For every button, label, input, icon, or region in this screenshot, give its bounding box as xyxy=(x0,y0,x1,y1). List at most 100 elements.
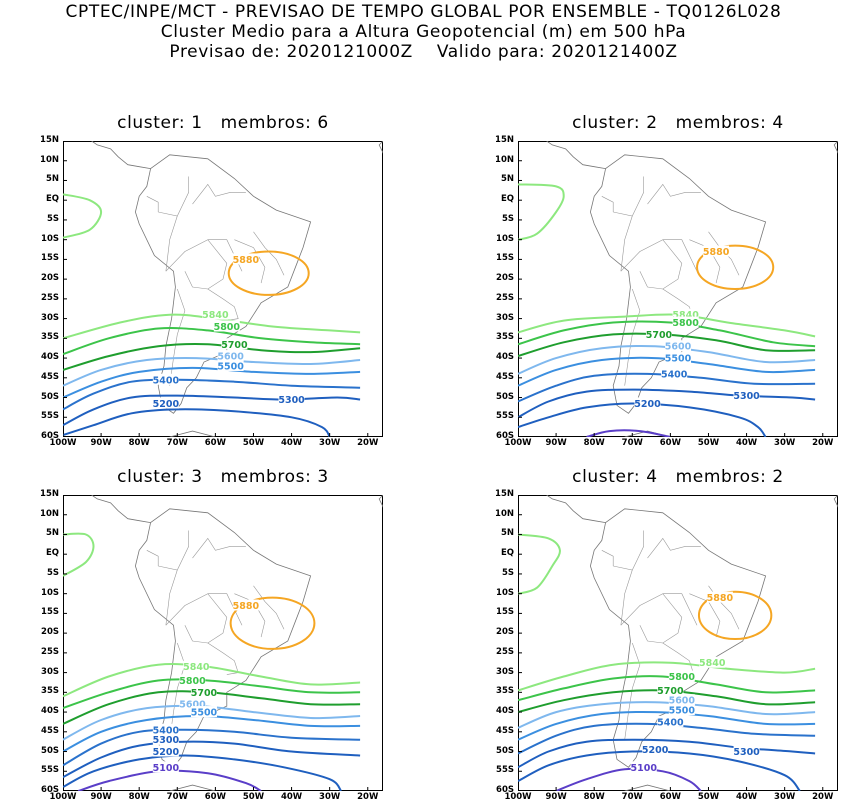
country-border xyxy=(624,642,641,740)
lat-tick-label: 30S xyxy=(496,666,514,677)
lon-tick-label: 70W xyxy=(166,792,188,802)
contour-line xyxy=(63,740,361,779)
contour-label: 5700 xyxy=(191,688,218,699)
lon-tick-label: 90W xyxy=(90,438,112,448)
contour-label: 5500 xyxy=(191,708,218,719)
country-border xyxy=(662,593,698,626)
contour-label: 5840 xyxy=(183,662,210,673)
contour-label-bg xyxy=(668,704,695,716)
lat-tick-label: 5S xyxy=(46,567,59,578)
lat-tick-label: 10N xyxy=(495,154,514,165)
country-border xyxy=(207,593,243,626)
lat-tick-label: 20S xyxy=(496,627,514,638)
contour-line xyxy=(63,394,361,427)
contour-label: 5880 xyxy=(233,255,260,266)
lon-tick-label: 30W xyxy=(319,792,341,802)
country-border xyxy=(146,550,159,566)
coastline-africa xyxy=(378,141,383,154)
lat-tick-label: 15N xyxy=(495,489,514,499)
contour-label-bg xyxy=(232,253,259,265)
lat-tick-label: 5N xyxy=(45,528,59,539)
contour-label: 5400 xyxy=(657,717,684,728)
lat-tick-label: 15N xyxy=(495,135,514,145)
contour-label: 5400 xyxy=(153,375,180,386)
contour-label: 5800 xyxy=(214,322,241,333)
lon-tick-label: 80W xyxy=(128,792,150,802)
contour-label-bg xyxy=(179,674,206,686)
country-border xyxy=(192,537,246,559)
lon-tick-label: 40W xyxy=(280,438,303,448)
lon-tick-label: 20W xyxy=(812,792,834,802)
panel-title: cluster: 1 membros: 6 xyxy=(117,113,329,133)
panel-title: cluster: 2 membros: 4 xyxy=(572,113,784,133)
lon-tick-label: 50W xyxy=(242,438,265,448)
contour-5880 xyxy=(697,590,773,641)
lat-tick-label: 55S xyxy=(41,411,59,422)
contour-label-bg xyxy=(665,352,691,364)
lat-tick-label: 40S xyxy=(41,352,59,363)
country-border xyxy=(165,569,178,626)
country-border xyxy=(158,530,189,571)
coastline-south-america xyxy=(589,154,767,414)
contour-label: 5800 xyxy=(179,676,206,687)
panel-title: cluster: 4 membros: 2 xyxy=(572,467,784,487)
lat-tick-label: 50S xyxy=(496,745,514,756)
country-border xyxy=(613,530,644,571)
lat-tick-label: 5N xyxy=(500,528,514,539)
contour-label-bg xyxy=(657,684,684,696)
country-border xyxy=(620,593,683,644)
country-border xyxy=(601,196,614,212)
lon-tick-label: 30W xyxy=(319,438,341,448)
lat-tick-label: 55S xyxy=(496,765,514,776)
lat-tick-label: 35S xyxy=(41,332,59,343)
contour-label-bg xyxy=(668,694,695,706)
contour-line xyxy=(518,402,767,437)
contour-label-bg xyxy=(152,761,179,773)
contour-label: 5700 xyxy=(657,686,684,697)
country-border xyxy=(253,231,285,276)
lat-tick-label: 50S xyxy=(496,391,514,402)
country-border xyxy=(165,593,228,644)
country-border xyxy=(620,215,633,272)
contour-line xyxy=(518,710,816,741)
contour-label-bg xyxy=(152,745,179,757)
contour-label-bg xyxy=(278,393,305,405)
contour-label-bg xyxy=(661,367,688,379)
contour-label: 5700 xyxy=(646,330,673,341)
country-border xyxy=(647,183,701,205)
contour-5840-north xyxy=(63,532,95,577)
coastline-south-america xyxy=(134,154,312,414)
country-border xyxy=(192,183,246,205)
contour-label: 5200 xyxy=(153,399,180,410)
lon-tick-label: 20W xyxy=(812,438,834,448)
country-border xyxy=(165,239,228,290)
contour-label-bg xyxy=(657,715,684,727)
lat-tick-label: 55S xyxy=(41,765,59,776)
lat-tick-label: 30S xyxy=(41,666,59,677)
contour-label-bg xyxy=(183,660,210,672)
coastline-africa xyxy=(833,141,838,154)
lat-tick-label: 20S xyxy=(41,273,59,284)
contour-line xyxy=(77,769,262,791)
lon-tick-label: 60W xyxy=(659,438,681,448)
header-line-3: Previsao de: 2020121000Z Valido para: 20… xyxy=(169,42,678,62)
lat-tick-label: 10S xyxy=(41,233,59,244)
lon-tick-label: 70W xyxy=(166,438,188,448)
contour-label: 5300 xyxy=(733,391,760,402)
country-border xyxy=(207,642,239,675)
contour-label-bg xyxy=(630,761,657,773)
lon-tick-label: 70W xyxy=(621,792,643,802)
lat-tick-label: EQ xyxy=(45,194,59,205)
contour-label-bg xyxy=(217,350,244,362)
country-border xyxy=(169,642,186,740)
contour-label: 5200 xyxy=(642,745,669,756)
lon-tick-label: 80W xyxy=(583,438,605,448)
contour-line xyxy=(518,701,816,729)
lon-tick-label: 30W xyxy=(774,792,796,802)
country-border xyxy=(620,569,633,626)
map-border xyxy=(63,141,383,437)
lat-tick-label: 25S xyxy=(496,292,514,303)
lat-tick-label: 60S xyxy=(41,785,59,795)
country-border xyxy=(613,176,644,217)
